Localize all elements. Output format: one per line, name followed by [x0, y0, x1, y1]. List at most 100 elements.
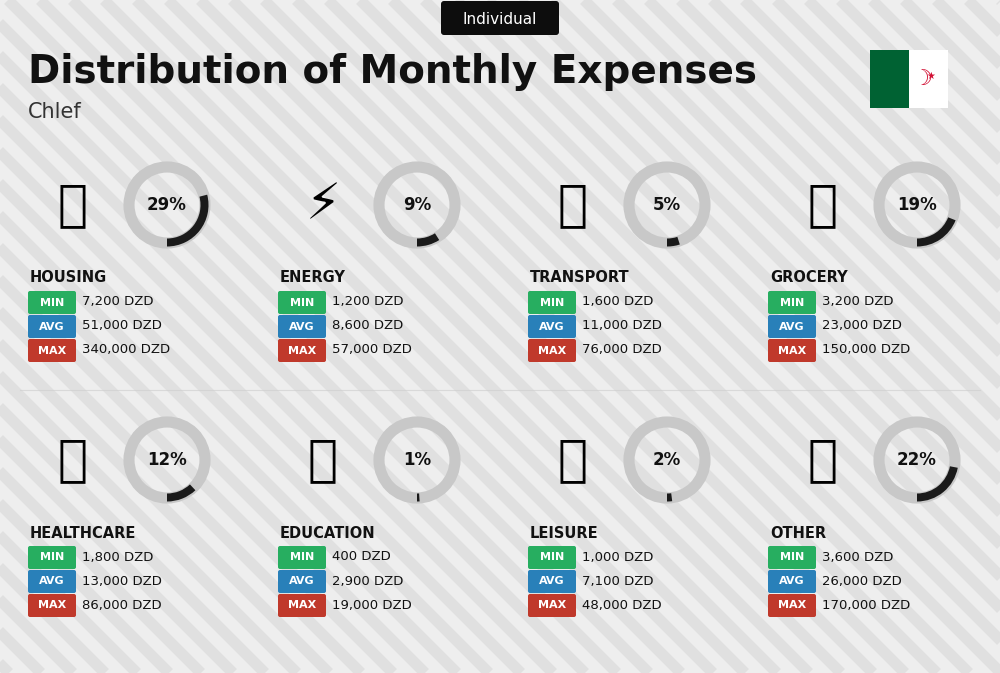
Wedge shape	[917, 217, 956, 246]
FancyBboxPatch shape	[28, 291, 76, 314]
Wedge shape	[167, 485, 195, 501]
Text: 22%: 22%	[897, 451, 937, 469]
Text: 11,000 DZD: 11,000 DZD	[582, 320, 662, 332]
Text: AVG: AVG	[779, 322, 805, 332]
Text: MAX: MAX	[538, 600, 566, 610]
Text: MIN: MIN	[780, 297, 804, 308]
Text: 🎓: 🎓	[308, 436, 338, 484]
Text: AVG: AVG	[539, 577, 565, 586]
Text: 1,200 DZD: 1,200 DZD	[332, 295, 404, 308]
Text: 🏥: 🏥	[58, 436, 88, 484]
Text: 1,800 DZD: 1,800 DZD	[82, 551, 153, 563]
Text: AVG: AVG	[39, 577, 65, 586]
Text: EDUCATION: EDUCATION	[280, 526, 376, 540]
Text: 3,200 DZD: 3,200 DZD	[822, 295, 894, 308]
Text: MIN: MIN	[290, 553, 314, 563]
Text: 1,000 DZD: 1,000 DZD	[582, 551, 653, 563]
Text: MAX: MAX	[38, 600, 66, 610]
Text: 7,100 DZD: 7,100 DZD	[582, 575, 654, 588]
Text: ★: ★	[926, 71, 935, 81]
Text: MAX: MAX	[288, 600, 316, 610]
Text: 9%: 9%	[403, 196, 431, 214]
FancyBboxPatch shape	[528, 291, 576, 314]
Text: 76,000 DZD: 76,000 DZD	[582, 343, 662, 357]
Text: 26,000 DZD: 26,000 DZD	[822, 575, 902, 588]
Text: 8,600 DZD: 8,600 DZD	[332, 320, 403, 332]
Text: MAX: MAX	[288, 345, 316, 355]
Text: 🏗: 🏗	[58, 181, 88, 229]
Wedge shape	[667, 237, 680, 246]
Text: MIN: MIN	[40, 553, 64, 563]
Text: 19%: 19%	[897, 196, 937, 214]
Text: 48,000 DZD: 48,000 DZD	[582, 598, 662, 612]
Text: Individual: Individual	[463, 11, 537, 26]
FancyBboxPatch shape	[278, 594, 326, 617]
Text: 13,000 DZD: 13,000 DZD	[82, 575, 162, 588]
Text: ENERGY: ENERGY	[280, 271, 346, 285]
FancyBboxPatch shape	[441, 1, 559, 35]
Text: HEALTHCARE: HEALTHCARE	[30, 526, 136, 540]
Text: 2%: 2%	[653, 451, 681, 469]
Text: 💼: 💼	[808, 436, 838, 484]
Text: ⚡: ⚡	[305, 181, 341, 229]
Wedge shape	[417, 493, 420, 501]
FancyBboxPatch shape	[528, 546, 576, 569]
FancyBboxPatch shape	[768, 546, 816, 569]
Wedge shape	[417, 234, 439, 246]
Text: 340,000 DZD: 340,000 DZD	[82, 343, 170, 357]
FancyBboxPatch shape	[278, 339, 326, 362]
Text: MAX: MAX	[778, 345, 806, 355]
FancyBboxPatch shape	[528, 339, 576, 362]
FancyBboxPatch shape	[278, 546, 326, 569]
Text: 150,000 DZD: 150,000 DZD	[822, 343, 910, 357]
FancyBboxPatch shape	[28, 570, 76, 593]
Text: HOUSING: HOUSING	[30, 271, 107, 285]
Text: AVG: AVG	[539, 322, 565, 332]
FancyBboxPatch shape	[528, 315, 576, 338]
Text: 12%: 12%	[147, 451, 187, 469]
FancyBboxPatch shape	[28, 315, 76, 338]
Text: 5%: 5%	[653, 196, 681, 214]
Text: Distribution of Monthly Expenses: Distribution of Monthly Expenses	[28, 53, 757, 91]
Text: TRANSPORT: TRANSPORT	[530, 271, 630, 285]
Text: 57,000 DZD: 57,000 DZD	[332, 343, 412, 357]
FancyBboxPatch shape	[28, 546, 76, 569]
Text: 29%: 29%	[147, 196, 187, 214]
Text: 400 DZD: 400 DZD	[332, 551, 391, 563]
Text: 🥗: 🥗	[808, 181, 838, 229]
Wedge shape	[167, 194, 208, 246]
FancyBboxPatch shape	[768, 315, 816, 338]
Text: 23,000 DZD: 23,000 DZD	[822, 320, 902, 332]
Wedge shape	[667, 493, 672, 501]
Text: LEISURE: LEISURE	[530, 526, 599, 540]
FancyBboxPatch shape	[768, 291, 816, 314]
Text: ☽: ☽	[912, 69, 932, 89]
Text: 170,000 DZD: 170,000 DZD	[822, 598, 910, 612]
Text: AVG: AVG	[289, 322, 315, 332]
Text: GROCERY: GROCERY	[770, 271, 848, 285]
Text: 1%: 1%	[403, 451, 431, 469]
Text: 3,600 DZD: 3,600 DZD	[822, 551, 893, 563]
FancyBboxPatch shape	[278, 315, 326, 338]
Text: MIN: MIN	[540, 553, 564, 563]
Text: AVG: AVG	[779, 577, 805, 586]
Text: AVG: AVG	[289, 577, 315, 586]
Text: 51,000 DZD: 51,000 DZD	[82, 320, 162, 332]
Text: 1,600 DZD: 1,600 DZD	[582, 295, 653, 308]
Text: 19,000 DZD: 19,000 DZD	[332, 598, 412, 612]
Text: 🚌: 🚌	[558, 181, 588, 229]
Text: 7,200 DZD: 7,200 DZD	[82, 295, 154, 308]
FancyBboxPatch shape	[768, 570, 816, 593]
Bar	[870, 50, 909, 108]
Text: OTHER: OTHER	[770, 526, 826, 540]
Text: Chlef: Chlef	[28, 102, 82, 122]
Text: MAX: MAX	[778, 600, 806, 610]
Text: 2,900 DZD: 2,900 DZD	[332, 575, 403, 588]
FancyBboxPatch shape	[768, 339, 816, 362]
FancyBboxPatch shape	[528, 570, 576, 593]
Bar	[909, 50, 948, 108]
Text: MIN: MIN	[290, 297, 314, 308]
Text: 🛍: 🛍	[558, 436, 588, 484]
FancyBboxPatch shape	[28, 594, 76, 617]
Text: MAX: MAX	[538, 345, 566, 355]
